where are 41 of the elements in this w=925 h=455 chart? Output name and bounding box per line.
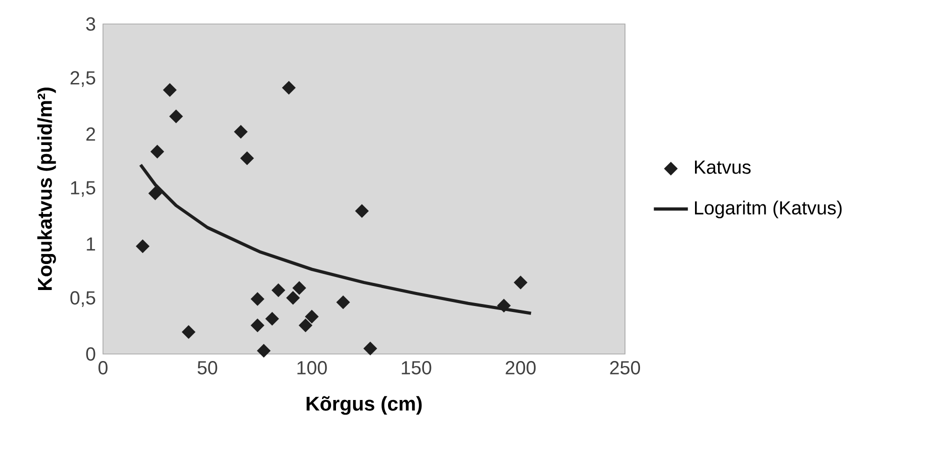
point [355, 204, 369, 218]
point [182, 325, 196, 339]
line-series [138, 163, 533, 315]
x-tick-label: 250 [610, 361, 640, 374]
y-tick-label: 2 [86, 127, 96, 141]
point [497, 298, 511, 312]
y-tick-label: 1,5 [71, 181, 96, 197]
point [364, 342, 377, 356]
y-axis-title: Kogukatvus (puid/m²) [37, 88, 56, 290]
y-tick-label: 0 [86, 347, 96, 361]
point [272, 283, 286, 297]
point [136, 239, 150, 253]
point [148, 186, 162, 200]
y-tick-label: 2,5 [70, 71, 96, 87]
legend-label: Katvus [695, 160, 751, 174]
point [250, 292, 264, 306]
y-tick-label: 3 [86, 17, 96, 31]
x-tick-label: 200 [506, 361, 536, 374]
x-axis-title: Kõrgus (cm) [306, 396, 422, 415]
point [234, 125, 248, 139]
legend-label: Logaritm (Katvus) [695, 200, 842, 218]
x-tick-label: 0 [98, 361, 108, 374]
point [169, 110, 183, 124]
point [305, 310, 319, 324]
point [257, 344, 270, 358]
point [265, 312, 279, 326]
point [336, 296, 350, 310]
point [514, 276, 528, 290]
y-tick-label: 0,5 [70, 291, 96, 307]
x-tick-label: 150 [402, 361, 432, 374]
y-tick-label: 1 [86, 237, 96, 251]
point [250, 318, 264, 332]
point [240, 151, 254, 165]
point [292, 281, 306, 295]
point [163, 83, 177, 97]
x-tick-label: 100 [297, 361, 327, 374]
point [298, 318, 312, 332]
point [286, 291, 300, 305]
point [150, 144, 164, 158]
point [282, 81, 296, 95]
x-tick-label: 50 [198, 361, 218, 374]
